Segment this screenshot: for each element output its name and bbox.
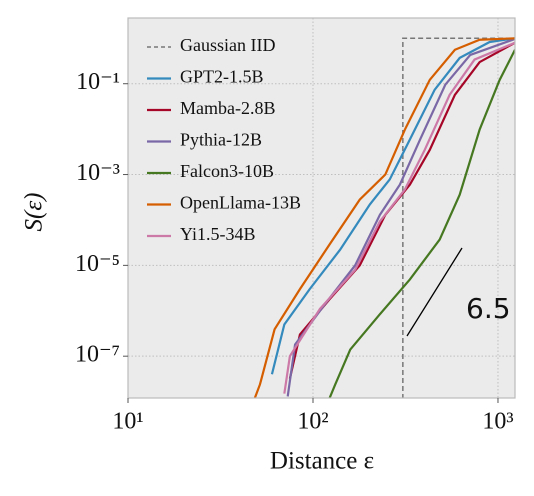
y-tick-label: 10⁻¹ [76, 69, 120, 95]
annotation: 6.5 [466, 292, 511, 325]
series-line [253, 37, 515, 398]
legend-label: OpenLlama-13B [180, 193, 301, 213]
x-axis-label: Distance ε [270, 448, 374, 475]
series-line [402, 37, 515, 398]
series-line [283, 41, 515, 394]
legend-label: Yi1.5-34B [180, 224, 256, 244]
legend-label: Falcon3-10B [180, 161, 274, 181]
legend-label: GPT2-1.5B [180, 67, 264, 87]
series-line [328, 49, 515, 398]
x-tick-label: 10¹ [112, 409, 143, 435]
y-tick-label: 10⁻³ [76, 160, 120, 186]
legend: Gaussian IID GPT2-1.5B Mamba-2.8B Pythia-12… [147, 35, 301, 244]
plot-border [127, 17, 516, 399]
legend-label: Gaussian IID [180, 35, 275, 55]
legend-label: Pythia-12B [180, 130, 262, 150]
series-line [270, 37, 515, 375]
lines [253, 37, 515, 398]
legend-label: Mamba-2.8B [180, 98, 275, 118]
y-axis-label: S(ε) [21, 192, 48, 231]
slope-guide [406, 247, 463, 337]
y-tick-label: 10⁻⁵ [75, 251, 120, 277]
y-tick-label: 10⁻⁷ [75, 342, 120, 368]
plot-area [128, 18, 515, 398]
x-tick-label: 10³ [482, 409, 513, 435]
x-tick-label: 10² [297, 409, 328, 435]
